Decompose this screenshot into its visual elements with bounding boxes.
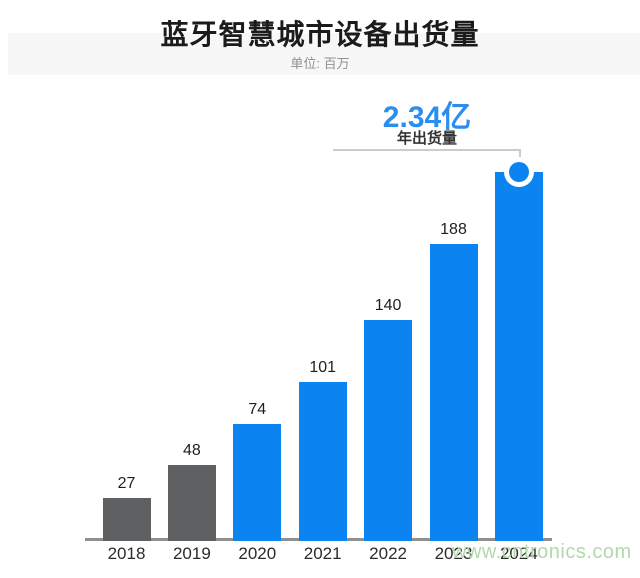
annotation-value: 2.34亿 bbox=[382, 101, 472, 134]
callout-connector-horizontal bbox=[333, 149, 521, 151]
bar-2022 bbox=[364, 320, 413, 541]
x-tick-label-2024: 2024 bbox=[499, 544, 538, 563]
x-tick-label-2022: 2022 bbox=[369, 544, 407, 563]
bar-2020 bbox=[233, 424, 282, 541]
bar-value-label-2023: 188 bbox=[440, 221, 467, 238]
x-tick-label-2019: 2019 bbox=[172, 544, 211, 563]
annotation-label: 年出货量 bbox=[396, 130, 457, 147]
callout-connector-vertical bbox=[519, 149, 521, 159]
bar-2023 bbox=[429, 244, 478, 541]
chart-subtitle: 单位: 百万 bbox=[290, 56, 350, 71]
x-tick-label-2018: 2018 bbox=[107, 544, 146, 563]
header-band bbox=[8, 33, 640, 75]
bar-2018 bbox=[102, 498, 151, 541]
bar-value-label-2021: 101 bbox=[309, 359, 337, 376]
bar-2024 bbox=[494, 172, 543, 541]
x-tick-label-2023: 2023 bbox=[434, 544, 473, 563]
watermark: www.cntronics.com bbox=[452, 541, 632, 563]
bar-value-label-2022: 140 bbox=[374, 297, 402, 314]
x-tick-label-2020: 2020 bbox=[238, 544, 277, 563]
bar-2019 bbox=[167, 465, 216, 541]
bar-value-label-2018: 27 bbox=[117, 475, 136, 492]
bar-value-label-2019: 48 bbox=[182, 442, 201, 459]
x-tick-label-2021: 2021 bbox=[303, 544, 342, 563]
bar-2021 bbox=[298, 382, 347, 541]
highlight-marker-dot bbox=[508, 162, 529, 182]
bar-value-label-2020: 74 bbox=[248, 401, 267, 418]
chart-title: 蓝牙智慧城市设备出货量 bbox=[160, 19, 480, 50]
